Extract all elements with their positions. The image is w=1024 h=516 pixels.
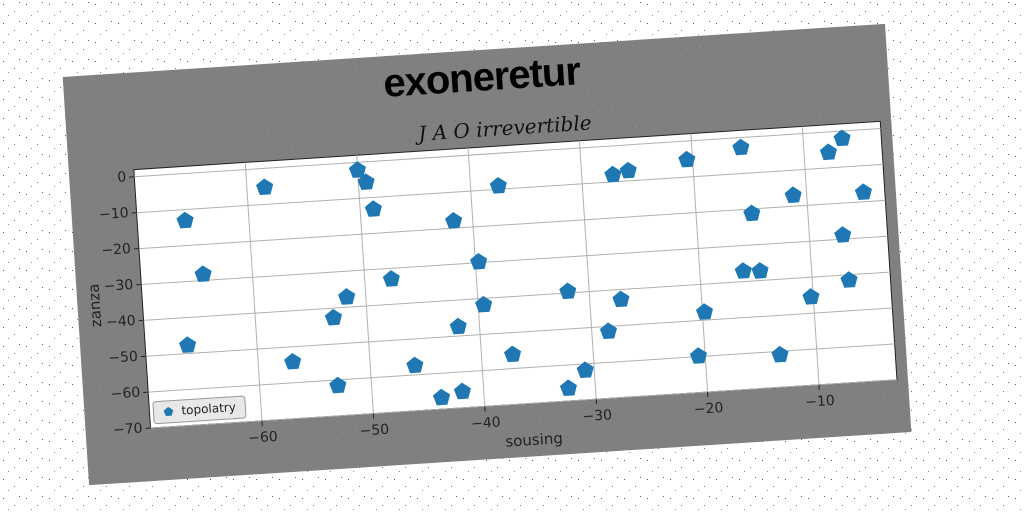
plot-area (134, 121, 897, 428)
y-tick-label: −50 (108, 349, 139, 367)
x-tick-label: −20 (693, 400, 724, 418)
x-tick-label: −10 (805, 393, 836, 411)
x-tick-label: −50 (359, 422, 390, 440)
y-tick-label: −60 (110, 385, 141, 403)
x-tick-label: −40 (471, 414, 502, 432)
y-axis-label: zanza (85, 283, 106, 328)
y-tick-label: −30 (103, 277, 134, 295)
y-tick-label: −20 (101, 241, 132, 259)
y-tick-label: 0 (117, 169, 127, 186)
x-tick-label: −30 (582, 407, 613, 425)
chart-panel: exoneretur J A O irrevertible sousing za… (63, 24, 912, 485)
y-tick-label: −10 (99, 205, 130, 223)
x-tick-label: −60 (248, 429, 279, 447)
x-axis-label: sousing (505, 429, 564, 451)
y-tick-label: −70 (113, 421, 144, 439)
y-tick-label: −40 (106, 313, 137, 331)
